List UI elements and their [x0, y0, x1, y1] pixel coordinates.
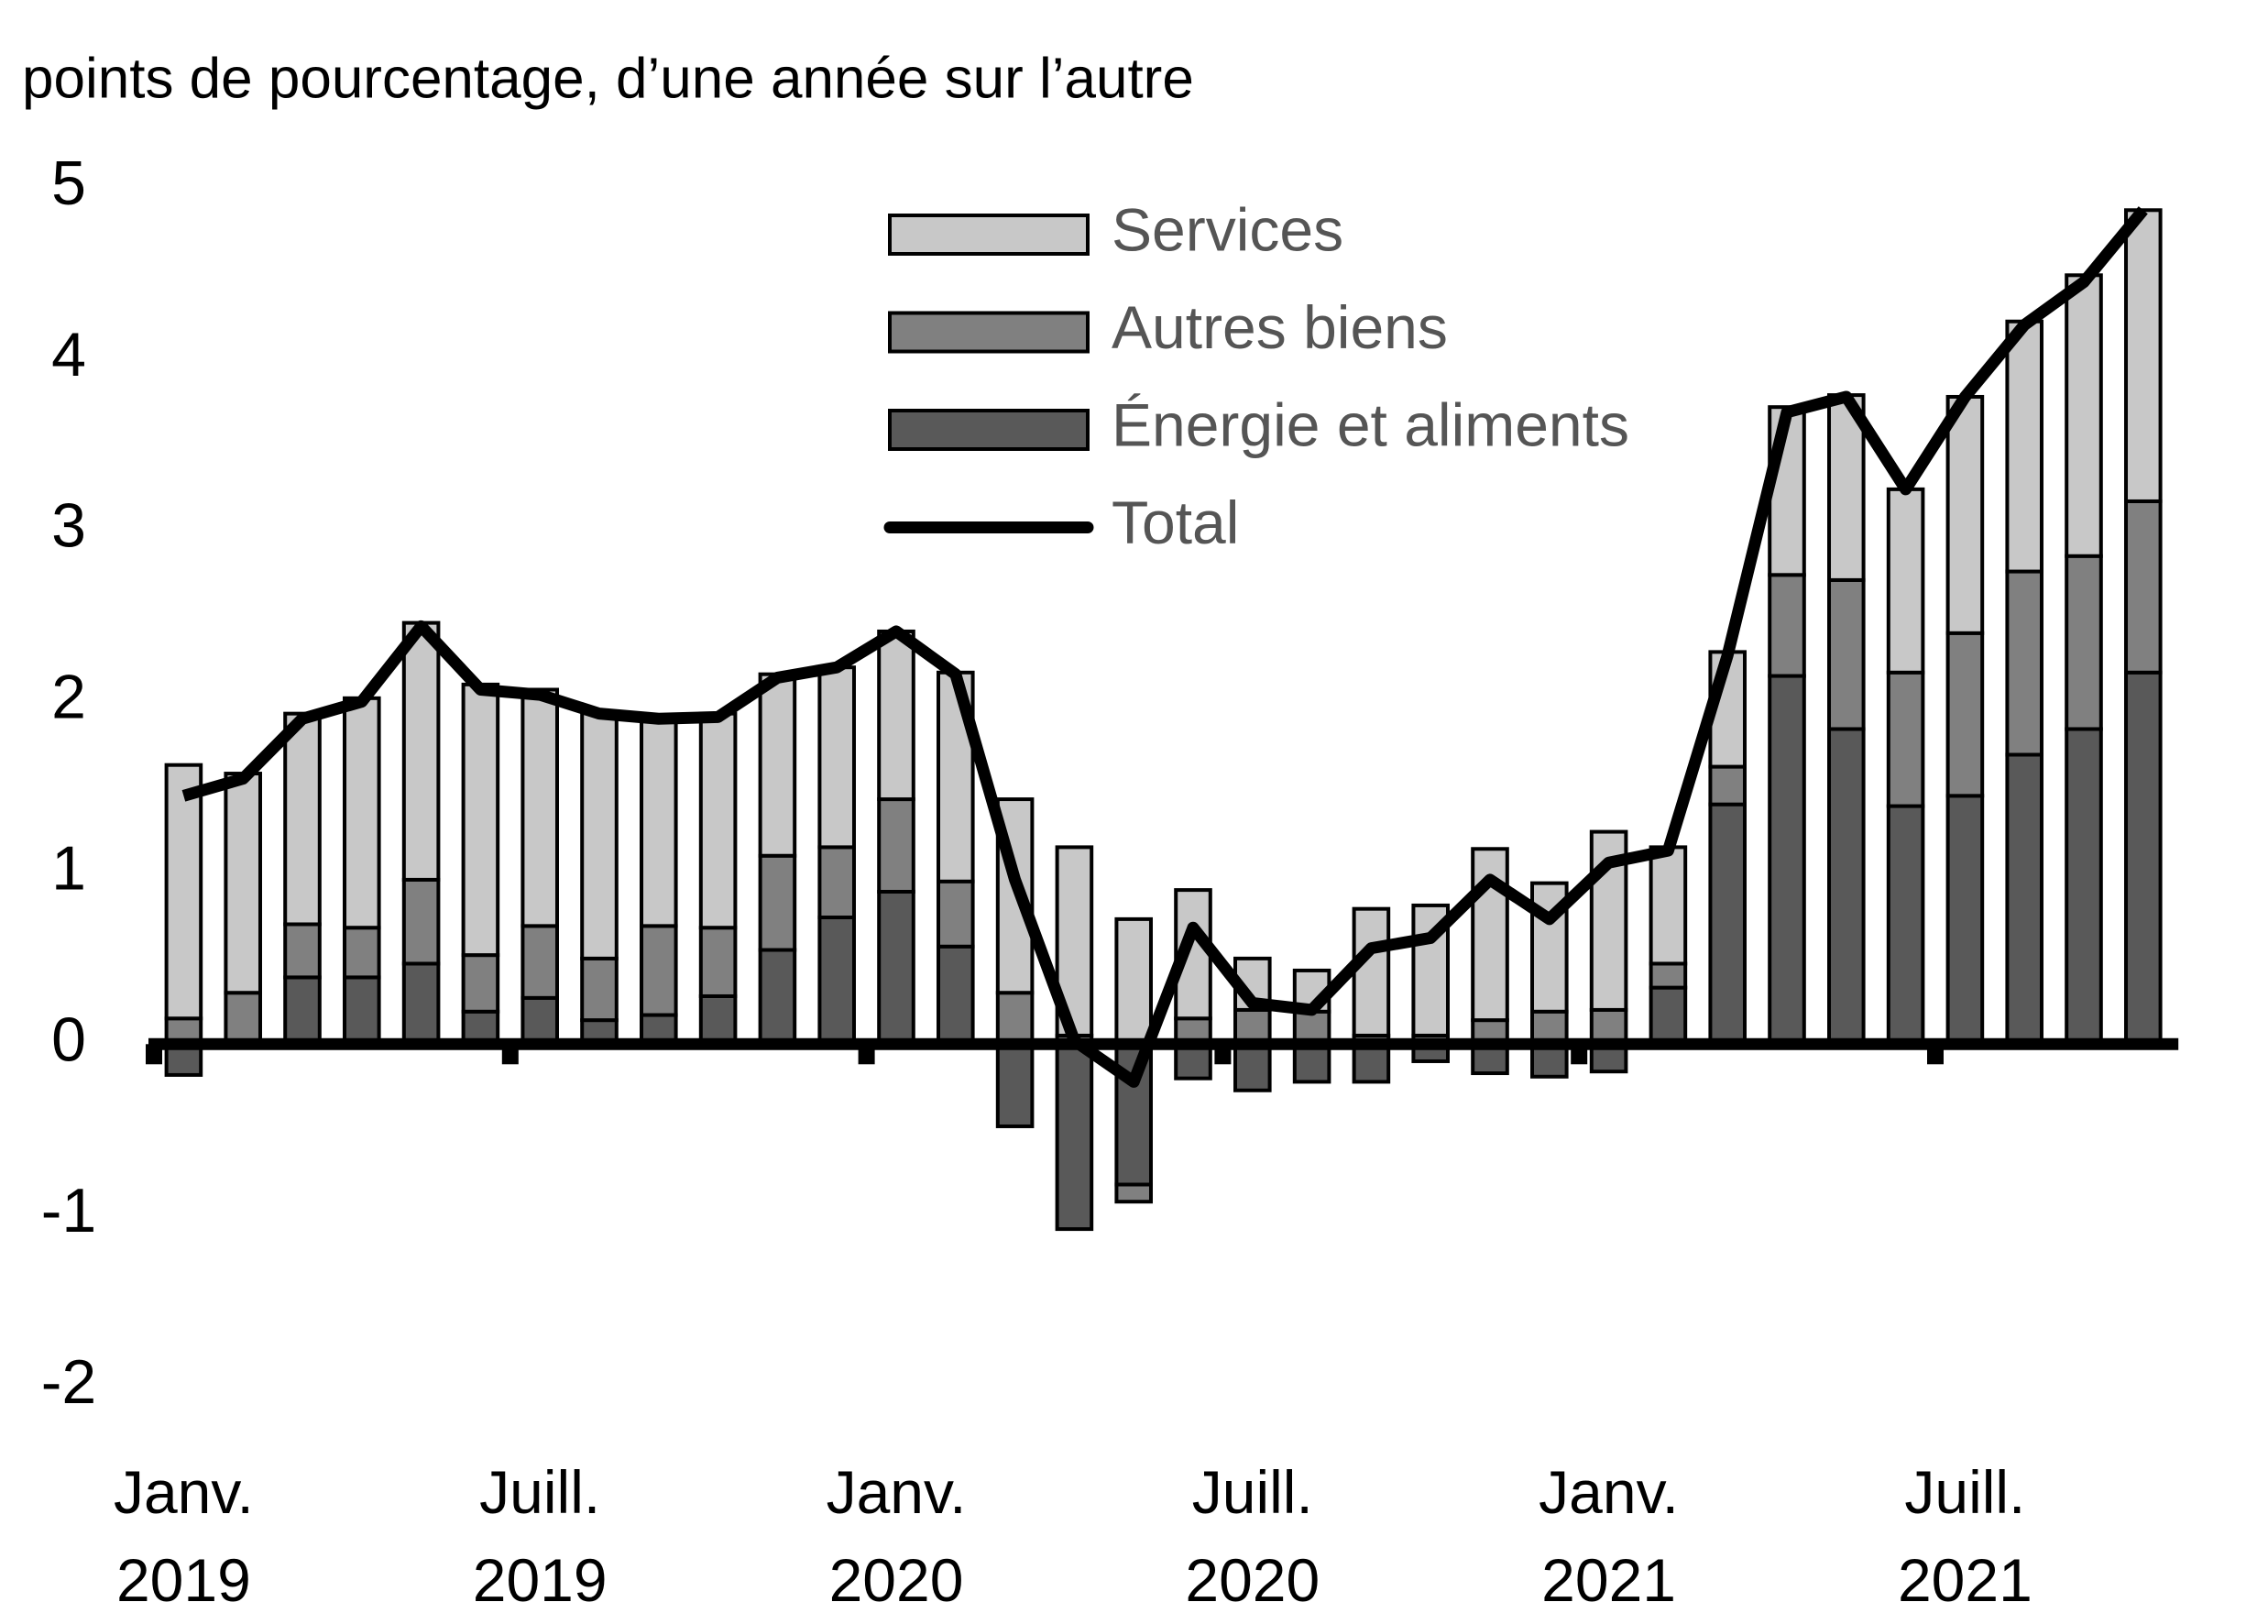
bar-segment: [2124, 670, 2163, 1047]
bar-segment: [401, 961, 441, 1047]
x-tick: [146, 1044, 162, 1065]
y-tick-label: 0: [51, 1004, 86, 1074]
legend-label: Autres biens: [1112, 293, 1448, 361]
x-tick-label: Janv. 2020: [826, 1458, 967, 1614]
bar-segment: [1708, 802, 1747, 1047]
bar-segment: [877, 797, 915, 894]
bar-segment: [1768, 573, 1806, 678]
bar-segment: [520, 995, 559, 1047]
bar-segment: [520, 924, 559, 1000]
bar-segment: [1649, 845, 1688, 966]
bar-segment: [1886, 670, 1925, 808]
bar-segment: [2124, 208, 2163, 503]
bar-segment: [580, 956, 619, 1023]
bar-segment: [283, 711, 322, 927]
bar-segment: [1352, 906, 1391, 1037]
bar-segment: [817, 916, 856, 1047]
bar-segment: [1768, 674, 1806, 1047]
chart-title: points de pourcentage, d’une année sur l…: [22, 47, 1194, 110]
bar-segment: [1589, 829, 1628, 1012]
y-tick-label: -2: [41, 1347, 96, 1417]
total-line: [181, 206, 2148, 1088]
bar-segment: [343, 926, 381, 980]
bar-segment: [1649, 985, 1688, 1047]
bar-segment: [877, 889, 915, 1047]
bar-segment: [817, 665, 856, 850]
bar-segment: [1233, 1042, 1272, 1092]
legend-label: Total: [1112, 488, 1239, 556]
bar-segment: [995, 991, 1035, 1047]
bar-segment: [343, 696, 381, 930]
bar-segment: [224, 772, 262, 995]
bar-segment: [640, 717, 678, 928]
bar-segment: [461, 682, 500, 958]
bar-segment: [283, 922, 322, 980]
bar-segment: [1827, 577, 1866, 731]
y-tick-label: 2: [51, 663, 86, 732]
y-tick-label: 3: [51, 491, 86, 561]
bar-segment: [401, 620, 441, 882]
x-tick: [1927, 1044, 1944, 1065]
bar-segment: [283, 975, 322, 1047]
x-tick-label: Juill. 2021: [1897, 1458, 2032, 1614]
bar-segment: [1945, 394, 1985, 635]
bar-segment: [461, 953, 500, 1014]
bar-segment: [2065, 727, 2103, 1047]
y-tick-label: -1: [41, 1176, 96, 1245]
bar-segment: [1114, 1182, 1153, 1204]
y-tick-label: 4: [51, 320, 86, 390]
bar-segment: [1827, 727, 1866, 1047]
x-tick: [858, 1044, 875, 1065]
bar-segment: [698, 993, 738, 1047]
bar-segment: [937, 944, 975, 1047]
legend-swatch: [888, 311, 1090, 354]
bar-segment: [758, 853, 797, 952]
bar-segment: [995, 1042, 1035, 1128]
x-tick: [501, 1044, 519, 1065]
bar-segment: [2005, 319, 2043, 574]
bar-segment: [164, 763, 203, 1021]
bar-segment: [1886, 487, 1925, 675]
bar-segment: [937, 879, 975, 949]
bar-segment: [1945, 794, 1985, 1047]
bar-segment: [401, 877, 441, 966]
bar-segment: [520, 687, 559, 928]
bar-segment: [817, 845, 856, 920]
x-tick-label: Janv. 2021: [1539, 1458, 1680, 1614]
bar-segment: [224, 991, 262, 1047]
legend-label: Énergie et aliments: [1112, 390, 1629, 458]
x-tick-label: Juill. 2020: [1185, 1458, 1320, 1614]
bar-segment: [2005, 569, 2043, 757]
bar-segment: [2065, 554, 2103, 731]
bar-segment: [877, 629, 915, 802]
x-tick-label: Janv. 2019: [113, 1458, 254, 1614]
bar-segment: [698, 926, 738, 998]
bar-segment: [1055, 1042, 1094, 1232]
bar-segment: [2124, 499, 2163, 675]
legend-label: Services: [1112, 195, 1343, 263]
bar-segment: [698, 711, 738, 930]
y-tick-label: 5: [51, 148, 86, 218]
bar-segment: [1886, 804, 1925, 1047]
legend-swatch: [888, 214, 1090, 256]
bar-segment: [758, 672, 797, 858]
bar-segment: [2065, 273, 2103, 558]
bar-segment: [580, 709, 619, 960]
bar-segment: [1649, 961, 1688, 990]
bar-segment: [2005, 752, 2043, 1047]
bar-segment: [758, 948, 797, 1047]
y-tick-label: 1: [51, 833, 86, 903]
x-tick: [1571, 1044, 1588, 1065]
x-tick: [1214, 1044, 1232, 1065]
bar-segment: [1708, 764, 1747, 807]
x-tick-label: Juill. 2019: [472, 1458, 608, 1614]
legend-swatch: [888, 409, 1090, 451]
bar-segment: [1945, 631, 1985, 798]
bar-segment: [1114, 916, 1153, 1047]
bar-segment: [343, 975, 381, 1047]
bar-segment: [640, 924, 678, 1017]
